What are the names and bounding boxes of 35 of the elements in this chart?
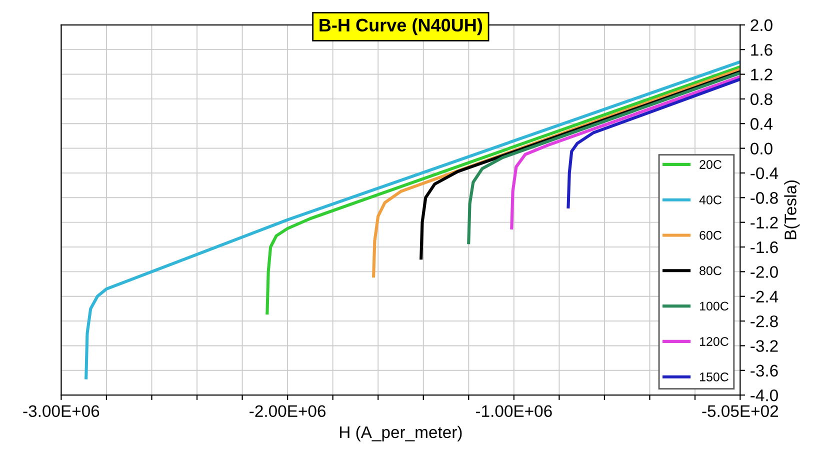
legend-label: 100C — [700, 302, 728, 311]
y-tick-label: 1.2 — [751, 68, 772, 80]
y-tick-label: -0.8 — [750, 192, 778, 204]
y-tick-label: 0.0 — [750, 142, 772, 154]
x-tick-label: -1.00E+06 — [476, 405, 552, 418]
y-tick-label: -3.6 — [750, 364, 778, 377]
y-tick-label: 0.4 — [750, 118, 773, 130]
y-tick-label: -1.6 — [750, 241, 778, 254]
y-tick-label: 2.0 — [750, 19, 772, 32]
legend-label: 40C — [699, 195, 722, 204]
line-series — [510, 75, 740, 230]
y-tick-label: -2.8 — [750, 315, 778, 328]
x-tick-label: -5.05E+02 — [702, 405, 778, 418]
y-tick-label: 0.8 — [750, 93, 772, 106]
line-series — [467, 71, 740, 244]
y-tick-label: -3.2 — [750, 340, 778, 352]
x-tick-label: -3.00E+06 — [23, 405, 100, 418]
y-tick-label: -2.4 — [750, 290, 778, 302]
y-tick-label: 1.6 — [751, 44, 772, 56]
y-tick-label: -4.0 — [750, 389, 778, 402]
legend-label: 80C — [700, 266, 722, 276]
y-axis-title: B(Tesla) — [784, 180, 800, 240]
legend-label: 120C — [700, 337, 728, 346]
x-axis-title: H (A_per_meter) — [340, 426, 462, 442]
line-series — [566, 78, 740, 208]
x-tick-label: -2.00E+06 — [250, 405, 326, 418]
line-series — [84, 60, 740, 380]
y-tick-label: -1.2 — [750, 216, 778, 228]
legend-label: 150C — [700, 372, 728, 382]
y-tick-label: -2.0 — [750, 266, 778, 278]
y-tick-label: -0.4 — [750, 167, 778, 180]
line-series — [266, 65, 740, 315]
chart-title: B-H Curve (N40UH) — [320, 18, 482, 36]
legend-label: 60C — [700, 230, 722, 240]
legend-label: 20C — [700, 160, 722, 169]
